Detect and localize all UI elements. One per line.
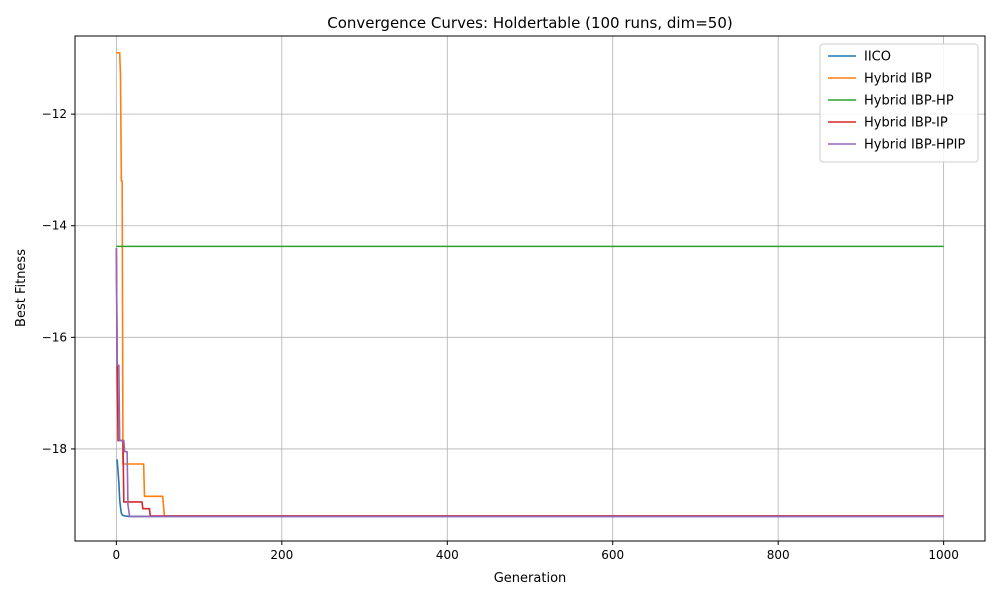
y-axis-label: Best Fitness [14,249,29,327]
chart-title: Convergence Curves: Holdertable (100 run… [327,14,732,32]
x-tick-label: 600 [601,548,624,562]
y-tick-label: −18 [42,442,67,456]
x-tick-label: 400 [436,548,459,562]
plot-frame [74,35,986,542]
legend-label: Hybrid IBP [864,72,932,87]
series-line-0 [116,459,944,518]
y-axis-ticks: −18 −16 −14 −12 [42,107,75,456]
y-tick-label: −16 [42,330,67,344]
legend-label: Hybrid IBP-HP [864,94,954,109]
legend: IICO Hybrid IBP Hybrid IBP-HP Hybrid IBP-IP… [819,43,979,163]
x-axis-label: Generation [494,571,567,586]
y-tick-label: −14 [42,219,67,233]
legend-label: Hybrid IBP-IP [864,116,948,131]
x-tick-label: 800 [767,548,790,562]
x-tick-label: 200 [270,548,293,562]
y-tick-label: −12 [42,107,67,121]
series-line-4 [115,248,944,518]
series-line-3 [115,248,944,517]
legend-box [819,43,979,163]
legend-label: Hybrid IBP-HPIP [864,138,966,153]
legend-label: IICO [864,50,891,65]
x-tick-label: 1000 [928,548,959,562]
series-lines [115,51,944,518]
x-axis-ticks: 0 200 400 600 800 1000 [113,541,959,562]
x-tick-label: 0 [113,548,121,562]
